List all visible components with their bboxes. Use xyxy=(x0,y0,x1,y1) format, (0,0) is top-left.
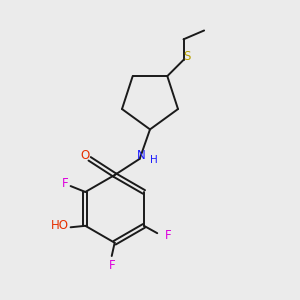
Text: F: F xyxy=(108,259,115,272)
Text: F: F xyxy=(61,177,68,190)
Text: F: F xyxy=(165,229,172,242)
Text: N: N xyxy=(137,149,146,162)
Text: O: O xyxy=(81,149,90,162)
Text: H: H xyxy=(150,155,158,165)
Text: S: S xyxy=(183,50,191,64)
Text: HO: HO xyxy=(51,219,69,232)
